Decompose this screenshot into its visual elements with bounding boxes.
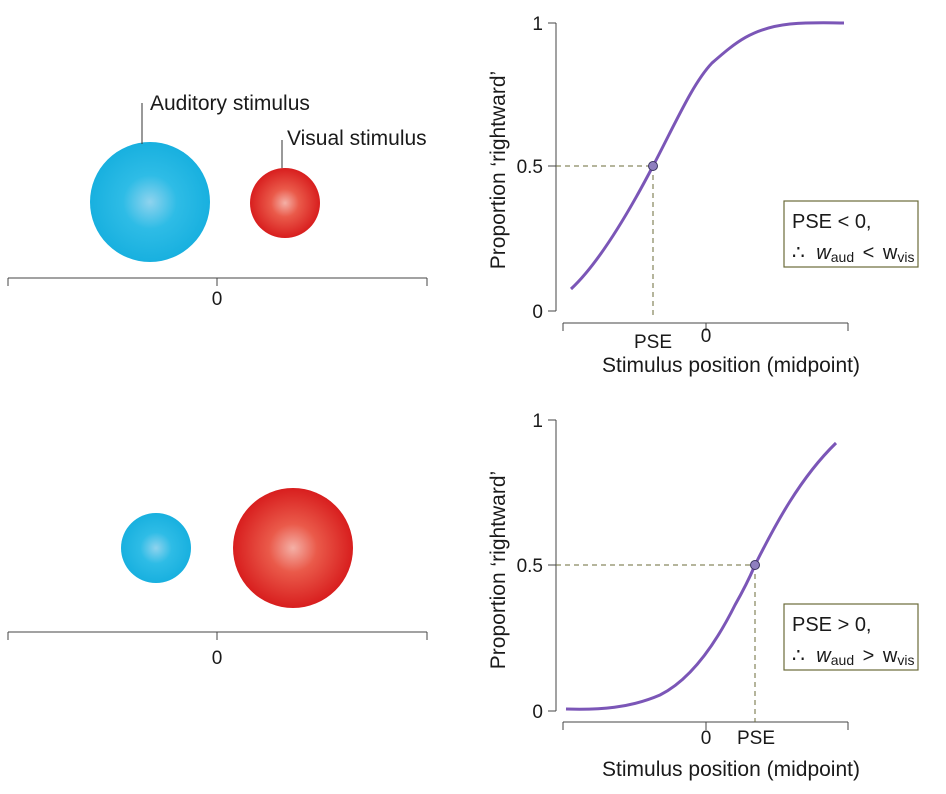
bottom-chart-x-tick-label-zero: 0 — [701, 728, 712, 749]
top-therefore-symbol: ∴ — [792, 242, 805, 264]
bottom-chart-annotation-line2: ∴ waud > wvis — [792, 645, 915, 670]
bottom-auditory-stimulus-circle — [121, 513, 191, 583]
bottom-stimulus-panel: 0 — [7, 488, 428, 669]
top-chart-x-tick-label-zero: 0 — [701, 326, 712, 347]
bottom-chart-y-tick-label-0.5: 0.5 — [517, 556, 543, 577]
top-psychometric-chart: 1 0.5 0 Proportion ‘rightward’ PSE 0 Sti… — [487, 14, 919, 377]
top-chart-y-tick-label-0.5: 0.5 — [517, 157, 543, 178]
auditory-stimulus-label: Auditory stimulus — [150, 92, 310, 115]
bottom-therefore-symbol: ∴ — [792, 645, 805, 667]
bottom-visual-stimulus-circle — [233, 488, 353, 608]
top-chart-y-tick-label-1: 1 — [532, 14, 543, 35]
top-chart-psychometric-curve — [569, 21, 845, 291]
top-visual-stimulus-circle — [250, 168, 320, 238]
top-chart-pse-point — [648, 161, 658, 171]
bottom-chart-pse-point — [750, 560, 760, 570]
bottom-psychometric-chart: 1 0.5 0 Proportion ‘rightward’ 0 PSE Sti… — [487, 411, 919, 781]
bottom-chart-x-axis-title: Stimulus position (midpoint) — [602, 758, 860, 781]
bottom-chart-psychometric-curve — [565, 441, 838, 711]
top-chart-annotation-box — [783, 200, 919, 268]
visual-stimulus-label: Visual stimulus — [287, 127, 427, 150]
top-chart-x-axis-title: Stimulus position (midpoint) — [602, 354, 860, 377]
top-auditory-stimulus-circle — [90, 142, 210, 262]
top-chart-annotation-line2: ∴ waud < wvis — [792, 242, 915, 267]
bottom-chart-annotation-line1: PSE > 0, — [792, 614, 872, 636]
top-chart-annotation-line1: PSE < 0, — [792, 211, 872, 233]
top-chart-y-tick-label-0: 0 — [532, 302, 543, 323]
top-stimulus-panel: Auditory stimulus Visual stimulus 0 — [7, 92, 428, 310]
top-chart-x-tick-label-pse: PSE — [634, 332, 672, 353]
bottom-chart-annotation-box — [783, 603, 919, 671]
bottom-chart-x-tick-label-pse: PSE — [737, 728, 775, 749]
top-stimulus-zero-label: 0 — [212, 289, 223, 310]
bottom-chart-y-tick-label-1: 1 — [532, 411, 543, 432]
bottom-chart-y-axis-title: Proportion ‘rightward’ — [487, 471, 510, 669]
top-chart-y-axis-title: Proportion ‘rightward’ — [487, 71, 510, 269]
bottom-chart-y-tick-label-0: 0 — [532, 702, 543, 723]
bottom-stimulus-zero-label: 0 — [212, 648, 223, 669]
